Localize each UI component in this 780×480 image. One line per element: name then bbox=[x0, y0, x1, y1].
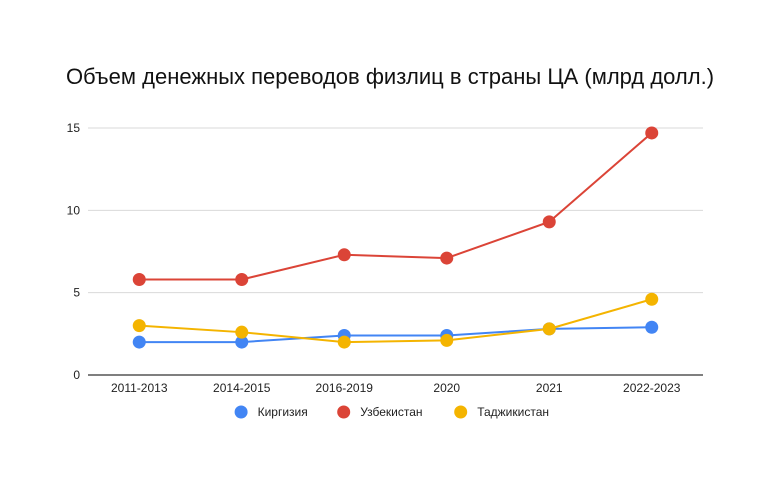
series-line-1 bbox=[139, 132, 653, 281]
y-tick-label-5: 5 bbox=[73, 286, 80, 300]
series-line-2 bbox=[139, 298, 653, 344]
data-point-1-1 bbox=[235, 272, 249, 286]
data-point-2-3 bbox=[440, 333, 454, 347]
data-point-0-1 bbox=[235, 335, 249, 349]
x-tick-label-2: 2016-2019 bbox=[316, 381, 374, 395]
x-tick-label-1: 2014-2015 bbox=[213, 381, 271, 395]
data-point-0-5 bbox=[645, 320, 659, 334]
x-tick-label-3: 2020 bbox=[433, 381, 460, 395]
y-tick-label-15: 15 bbox=[67, 121, 81, 135]
x-tick-label-0: 2011-2013 bbox=[111, 381, 168, 395]
x-tick-label-4: 2021 bbox=[536, 381, 563, 395]
legend-label-0: Киргизия bbox=[258, 405, 308, 419]
data-point-1-0 bbox=[132, 272, 146, 286]
legend-marker-2 bbox=[454, 405, 468, 419]
x-tick-label-5: 2022-2023 bbox=[623, 381, 681, 395]
y-tick-label-10: 10 bbox=[67, 203, 81, 217]
data-point-2-0 bbox=[132, 319, 146, 333]
data-point-1-5 bbox=[645, 126, 659, 140]
data-point-1-3 bbox=[440, 251, 454, 265]
y-tick-label-0: 0 bbox=[73, 368, 80, 382]
legend-label-1: Узбекистан bbox=[360, 405, 422, 419]
series-line-0 bbox=[139, 326, 652, 344]
data-point-1-4 bbox=[542, 215, 556, 229]
legend-label-2: Таджикистан bbox=[477, 405, 549, 419]
grid-layer bbox=[88, 127, 703, 376]
legend-marker-1 bbox=[337, 405, 351, 419]
data-point-1-2 bbox=[337, 248, 351, 262]
legend: Киргизия Узбекистан Таджикистан bbox=[234, 405, 549, 419]
data-point-2-1 bbox=[235, 325, 249, 339]
data-point-0-0 bbox=[132, 335, 146, 349]
data-point-2-2 bbox=[337, 335, 351, 349]
series-layer bbox=[132, 126, 659, 349]
axis-layer: 0 5 10 15 2011-2013 2014-2015 2016-2019 2020 202… bbox=[67, 121, 681, 395]
chart-title: Объем денежных переводов физлиц в страны… bbox=[65, 64, 715, 89]
data-point-2-5 bbox=[645, 292, 659, 306]
data-point-2-4 bbox=[542, 322, 556, 336]
legend-marker-0 bbox=[234, 405, 248, 419]
